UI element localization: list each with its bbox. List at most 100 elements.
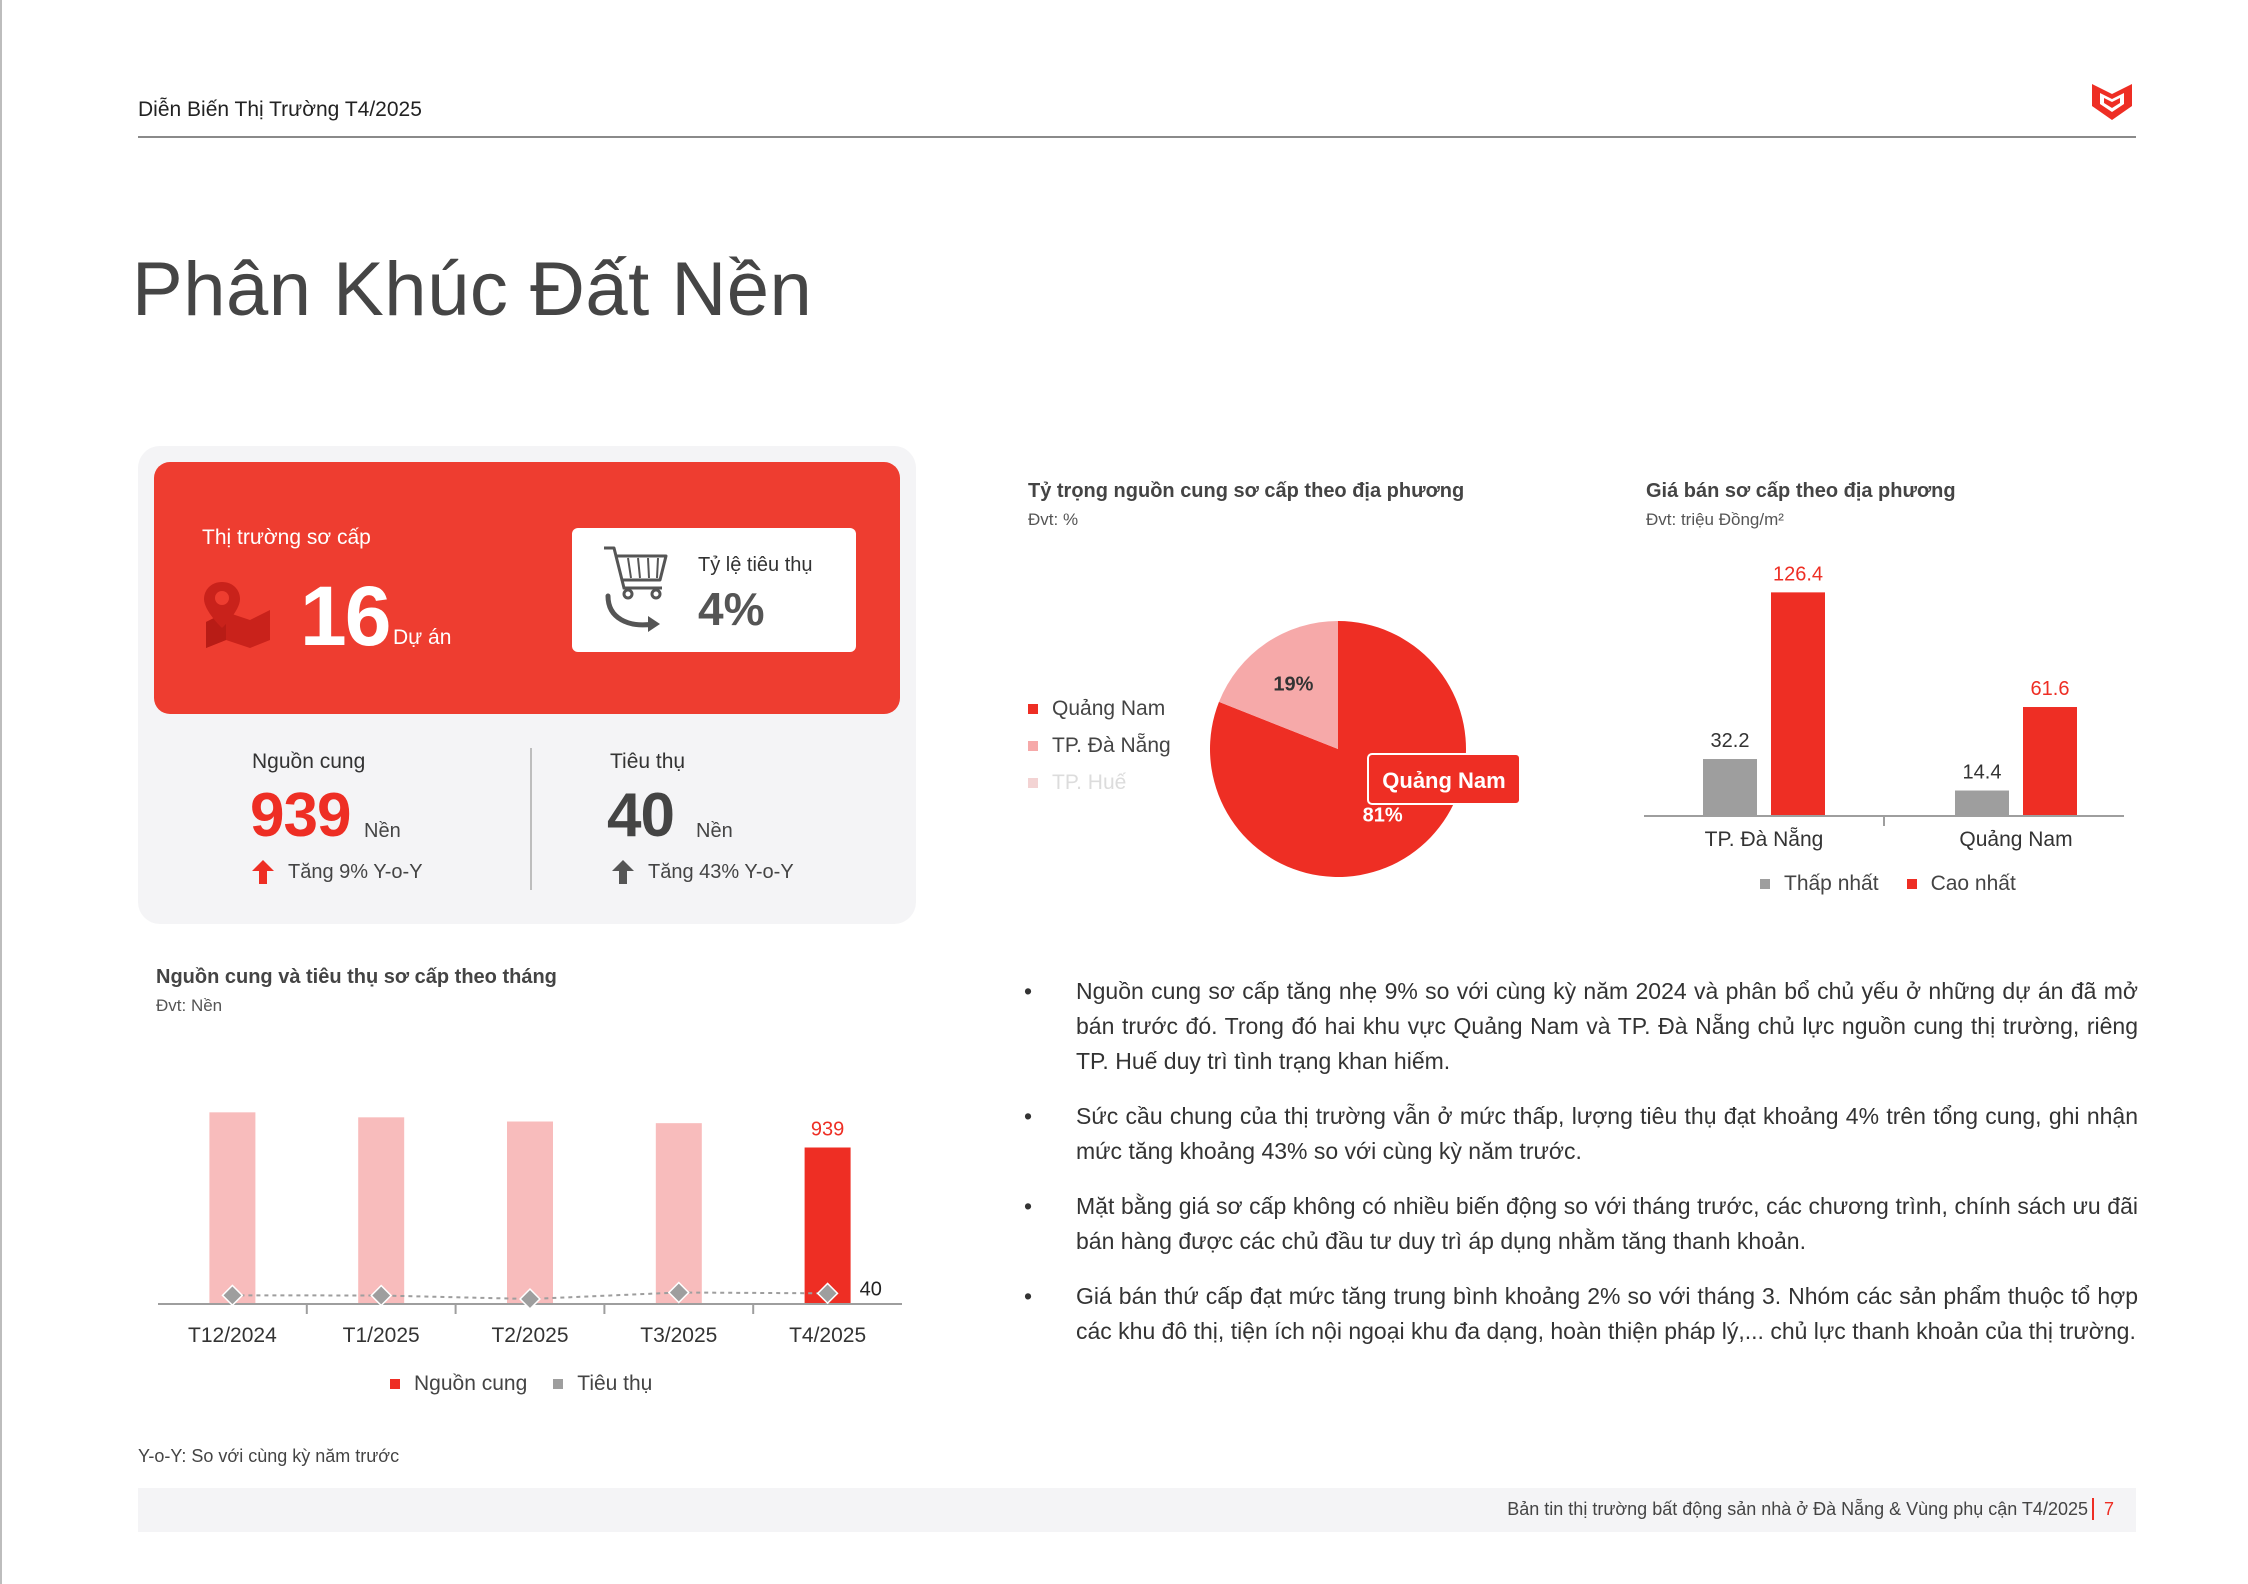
monthly-category-label: T12/2024 bbox=[188, 1324, 277, 1347]
price-legend-swatch bbox=[1760, 879, 1770, 889]
projects-unit: Dự án bbox=[393, 626, 452, 649]
monthly-category-label: T4/2025 bbox=[789, 1324, 866, 1347]
monthly-legend-swatch bbox=[390, 1379, 400, 1389]
price-legend: Thấp nhất Cao nhất bbox=[1760, 872, 2016, 896]
monthly-legend-item: Tiêu thụ bbox=[553, 1372, 652, 1396]
price-chart-title: Giá bán sơ cấp theo địa phương bbox=[1646, 480, 1956, 502]
price-legend-item: Thấp nhất bbox=[1760, 872, 1879, 896]
page-title: Phân Khúc Đất Nền bbox=[132, 247, 813, 332]
consumption-point bbox=[370, 1284, 393, 1307]
footer-separator bbox=[2092, 1498, 2094, 1520]
consumption-label: Tiêu thụ bbox=[610, 750, 686, 773]
commentary-list: Nguồn cung sơ cấp tăng nhẹ 9% so với cùn… bbox=[1020, 974, 2138, 1369]
monthly-category-label: T1/2025 bbox=[343, 1324, 420, 1347]
commentary-item: Giá bán thứ cấp đạt mức tăng trung bình … bbox=[1020, 1279, 2138, 1349]
card-divider bbox=[530, 748, 532, 890]
pie-callout-box bbox=[1367, 753, 1521, 805]
commentary-item: Sức cầu chung của thị trường vẫn ở mức t… bbox=[1020, 1099, 2138, 1169]
pie-legend-item: Quảng Nam bbox=[1028, 690, 1171, 727]
footnote: Y-o-Y: So với cùng kỳ năm trước bbox=[138, 1446, 400, 1466]
consumption-point bbox=[221, 1284, 244, 1307]
pie-legend-item: TP. Đà Nẵng bbox=[1028, 727, 1171, 764]
monthly-category-label: T2/2025 bbox=[491, 1324, 568, 1347]
pie-legend: Quảng Nam TP. Đà Nẵng TP. Huế bbox=[1028, 690, 1171, 801]
price-category-label: Quảng Nam bbox=[1959, 828, 2072, 851]
monthly-bar-chart: 939 40 T12/2024 T1/2025 T2/2025 T3/2025 T4/2… bbox=[158, 1112, 902, 1347]
price-legend-label: Cao nhất bbox=[1930, 872, 2016, 895]
price-legend-swatch bbox=[1906, 879, 1917, 889]
supply-bar bbox=[507, 1121, 553, 1304]
footer-bar bbox=[138, 1488, 2136, 1532]
price-bar bbox=[2023, 707, 2077, 816]
price-bar-chart: 32.2 126.4 14.4 61.6 TP. Đà Nẵng Quảng Nam bbox=[1644, 563, 2124, 851]
footer-text: Bản tin thị trường bất động sản nhà ở Đà… bbox=[1507, 1499, 2088, 1519]
pie-legend-item: TP. Huế bbox=[1028, 764, 1171, 801]
arrow-up-icon bbox=[252, 860, 274, 884]
supply-value: 939 bbox=[250, 781, 351, 850]
pie-legend-label: Quảng Nam bbox=[1052, 696, 1166, 720]
price-bar bbox=[1955, 790, 2009, 816]
arrow-up-icon bbox=[612, 860, 634, 884]
consumption-unit: Nền bbox=[696, 820, 733, 842]
header-divider bbox=[138, 136, 2136, 138]
pie-slice bbox=[1218, 621, 1338, 749]
monthly-legend-item: Nguồn cung bbox=[390, 1372, 527, 1396]
consumption-point-label: 40 bbox=[860, 1278, 882, 1300]
monthly-legend: Nguồn cung Tiêu thụ bbox=[390, 1372, 652, 1396]
commentary-item: Nguồn cung sơ cấp tăng nhẹ 9% so với cùn… bbox=[1020, 974, 2138, 1079]
pie-legend-swatch bbox=[1028, 777, 1038, 788]
monthly-chart-title: Nguồn cung và tiêu thụ sơ cấp theo tháng bbox=[156, 966, 557, 988]
monthly-legend-label: Nguồn cung bbox=[414, 1372, 528, 1395]
consumption-rate-value: 4% bbox=[698, 583, 765, 635]
pie-slice-label: 19% bbox=[1273, 673, 1313, 695]
pie-callout: Quảng Nam bbox=[1367, 753, 1521, 805]
consumption-value: 40 bbox=[607, 781, 675, 850]
price-legend-item: Cao nhất bbox=[1906, 872, 2016, 896]
supply-bar bbox=[358, 1117, 405, 1304]
supply-bar-label: 939 bbox=[811, 1119, 844, 1141]
price-bar-label: 126.4 bbox=[1773, 563, 1823, 585]
consumption-change: Tăng 43% Y-o-Y bbox=[648, 861, 794, 883]
consumption-point bbox=[519, 1288, 541, 1310]
price-chart-unit: Đvt: triệu Đồng/m² bbox=[1646, 510, 1784, 529]
monthly-category-label: T3/2025 bbox=[640, 1324, 717, 1347]
document-header: Diễn Biến Thị Trường T4/2025 bbox=[138, 98, 422, 121]
pie-legend-label: TP. Huế bbox=[1052, 770, 1127, 794]
monthly-chart-unit: Đvt: Nền bbox=[156, 996, 223, 1015]
supply-bar bbox=[804, 1147, 851, 1304]
monthly-legend-label: Tiêu thụ bbox=[577, 1372, 653, 1395]
pie-chart: 81% 19% Quảng Nam bbox=[1210, 621, 1521, 877]
page-number: 7 bbox=[2104, 1499, 2115, 1519]
pie-legend-label: TP. Đà Nẵng bbox=[1052, 733, 1171, 757]
pie-callout-label: Quảng Nam bbox=[1382, 768, 1505, 793]
price-bar-label: 14.4 bbox=[1963, 762, 2002, 784]
pie-chart-title: Tỷ trọng nguồn cung sơ cấp theo địa phươ… bbox=[1028, 480, 1465, 502]
consumption-point bbox=[816, 1282, 839, 1305]
consumption-point bbox=[667, 1281, 690, 1304]
pie-legend-swatch bbox=[1028, 703, 1038, 714]
price-bar-label: 61.6 bbox=[2031, 678, 2070, 700]
map-pin-icon bbox=[204, 582, 270, 648]
page-edge-line bbox=[0, 0, 2, 1584]
supply-change: Tăng 9% Y-o-Y bbox=[288, 861, 423, 883]
price-bar bbox=[1771, 592, 1825, 816]
supply-bar bbox=[209, 1112, 256, 1304]
price-legend-label: Thấp nhất bbox=[1784, 872, 1879, 895]
supply-label: Nguồn cung bbox=[252, 750, 366, 773]
pie-chart-unit: Đvt: % bbox=[1028, 510, 1079, 529]
price-category-label: TP. Đà Nẵng bbox=[1705, 828, 1824, 851]
projects-count: 16 bbox=[300, 569, 391, 663]
supply-unit: Nền bbox=[364, 820, 401, 842]
primary-market-label: Thị trường sơ cấp bbox=[202, 526, 371, 549]
monthly-legend-swatch bbox=[553, 1379, 564, 1389]
price-bar bbox=[1703, 759, 1757, 816]
consumption-rate-label: Tỷ lệ tiêu thụ bbox=[698, 554, 813, 576]
shopping-cart-icon bbox=[604, 546, 668, 632]
pie-slice-label: 81% bbox=[1363, 805, 1403, 827]
supply-bar bbox=[655, 1123, 702, 1304]
commentary-item: Mặt bằng giá sơ cấp không có nhiều biến … bbox=[1020, 1189, 2138, 1259]
price-bar-label: 32.2 bbox=[1711, 730, 1750, 752]
brand-logo-icon bbox=[2092, 84, 2132, 120]
pie-legend-swatch bbox=[1028, 740, 1038, 751]
consumption-rate-box bbox=[572, 528, 856, 652]
